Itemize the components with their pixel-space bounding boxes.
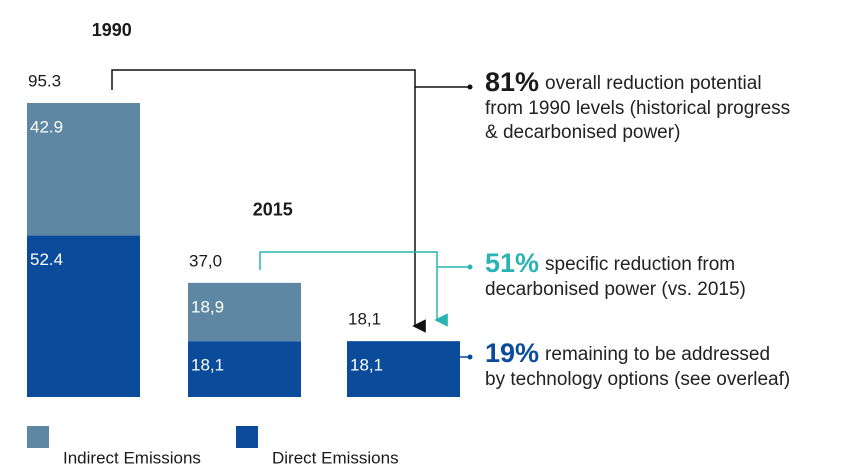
legend-swatch — [236, 426, 258, 448]
annotation-text: decarbonised power (vs. 2015) — [485, 279, 746, 300]
total-label: 18,1 — [348, 310, 381, 329]
arrow-51 — [259, 251, 448, 327]
segment-label: 18,1 — [191, 356, 224, 375]
dot — [467, 264, 473, 270]
segment-label: 52.4 — [30, 250, 63, 269]
total-label: 37,0 — [189, 251, 222, 270]
dot — [467, 84, 473, 90]
annotation: 19% remaining to be addressed — [485, 338, 770, 368]
segment-label: 18,9 — [191, 297, 224, 316]
legend-swatch — [27, 426, 49, 448]
category-label: 2015 — [253, 200, 293, 220]
category-label: 1990 — [92, 20, 132, 40]
total-label: 95.3 — [28, 71, 61, 90]
annotation-pct: 19% — [485, 338, 539, 368]
segment-label: 42.9 — [30, 117, 63, 136]
dot — [467, 354, 473, 360]
connectors — [111, 69, 473, 360]
annotation-text: remaining to be addressed — [545, 344, 770, 365]
legend-label: Direct Emissions — [272, 448, 399, 467]
bar-segment — [347, 341, 460, 397]
annotation-text: & decarbonised power) — [485, 122, 680, 143]
annotation: 51% specific reduction from — [485, 248, 735, 278]
segment-label: 18,1 — [350, 356, 383, 375]
bar-segment — [27, 103, 140, 236]
annotation: 81% overall reduction potential — [485, 67, 762, 97]
annotation-pct: 51% — [485, 248, 539, 278]
annotation-text: overall reduction potential — [545, 73, 762, 94]
annotation-pct: 81% — [485, 67, 539, 97]
annotation-text: from 1990 levels (historical progress — [485, 98, 790, 119]
annotation-text: by technology options (see overleaf) — [485, 369, 790, 390]
arrow-81 — [111, 69, 426, 333]
legend-label: Indirect Emissions — [63, 448, 201, 467]
bar-segment — [188, 282, 301, 342]
annotation-text: specific reduction from — [545, 254, 735, 275]
bar-segment — [27, 235, 140, 397]
bar-segment — [188, 341, 301, 397]
